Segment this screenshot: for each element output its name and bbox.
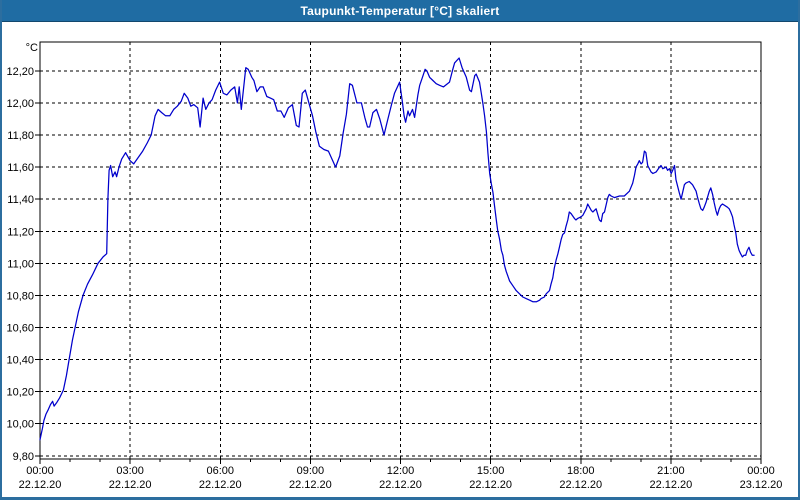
x-tick-date-label: 22.12.20	[109, 479, 152, 491]
y-unit-label: °C	[26, 42, 38, 54]
x-tick-date-label: 22.12.20	[379, 479, 422, 491]
window-title: Taupunkt-Temperatur [°C] skaliert	[300, 3, 500, 18]
x-tick-time-label: 15:00	[477, 465, 505, 477]
window-border-bottom	[0, 497, 800, 500]
x-tick-date-label: 22.12.20	[199, 479, 242, 491]
x-tick-date-label: 23.12.20	[740, 479, 783, 491]
x-tick-time-label: 21:00	[657, 465, 685, 477]
window-titlebar: Taupunkt-Temperatur [°C] skaliert	[0, 0, 800, 22]
x-tick-date-label: 22.12.20	[649, 479, 692, 491]
y-tick-label: 9,80	[13, 451, 34, 463]
y-tick-label: 11,60	[7, 162, 34, 174]
window-border-right	[798, 0, 800, 500]
x-tick-time-label: 06:00	[206, 465, 234, 477]
x-tick-time-label: 00:00	[26, 465, 54, 477]
y-tick-label: 10,00	[6, 419, 34, 431]
x-tick-time-label: 12:00	[387, 465, 415, 477]
y-tick-label: 10,60	[6, 322, 34, 334]
y-tick-label: 11,20	[7, 226, 34, 238]
x-tick-date-label: 22.12.20	[469, 479, 512, 491]
y-tick-label: 11,80	[7, 130, 34, 142]
y-tick-label: 11,00	[7, 258, 34, 270]
x-tick-date-label: 22.12.20	[19, 479, 62, 491]
x-tick-time-label: 18:00	[567, 465, 595, 477]
y-tick-label: 12,20	[6, 66, 34, 78]
window-border-left	[0, 0, 2, 500]
y-tick-label: 11,40	[7, 194, 34, 206]
x-tick-time-label: 09:00	[297, 465, 325, 477]
y-tick-label: 12,00	[6, 98, 34, 110]
x-tick-time-label: 00:00	[747, 465, 775, 477]
x-tick-time-label: 03:00	[116, 465, 144, 477]
y-tick-label: 10,80	[6, 290, 34, 302]
x-tick-date-label: 22.12.20	[559, 479, 602, 491]
y-tick-label: 10,20	[6, 387, 34, 399]
temperature-line	[39, 57, 755, 441]
y-tick-label: 10,40	[6, 355, 34, 367]
plot-area-border	[39, 41, 762, 460]
x-tick-date-label: 22.12.20	[289, 479, 332, 491]
